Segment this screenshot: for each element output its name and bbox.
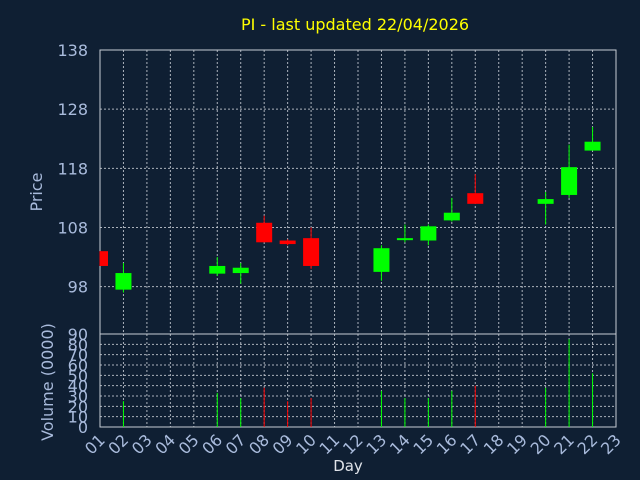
candle-body — [209, 265, 226, 274]
candle-body — [232, 267, 249, 274]
candles — [99, 126, 601, 293]
volume-grid — [100, 334, 616, 427]
volume-y-tick-label: 0 — [78, 418, 88, 437]
candle — [584, 126, 601, 151]
volume-y-tick-label: 40 — [68, 377, 88, 396]
candle-body — [396, 238, 413, 241]
volume-axis-label: Volume (0000) — [38, 323, 57, 441]
candle-body — [443, 212, 460, 221]
price-panel: 138 128 118 108 98 90 Price — [27, 41, 617, 344]
candle — [537, 192, 554, 225]
candle — [279, 239, 296, 246]
candle — [115, 263, 132, 293]
candle-body — [256, 222, 273, 243]
candle — [443, 197, 460, 222]
candle — [99, 251, 108, 266]
volume-y-tick-label: 60 — [68, 356, 88, 375]
candle-body — [420, 226, 437, 241]
candle — [467, 174, 484, 204]
price-y-tick-label: 98 — [68, 278, 88, 297]
price-grid — [100, 50, 616, 334]
candle-body — [584, 141, 601, 151]
candle-body — [100, 251, 108, 266]
candle-body — [373, 248, 390, 272]
candle — [232, 263, 249, 284]
volume-y-tick-label: 20 — [68, 397, 88, 416]
candle-body — [279, 240, 296, 245]
candle — [561, 144, 578, 198]
candle — [303, 227, 320, 269]
volume-y-tick-label: 80 — [68, 335, 88, 354]
candle-body — [303, 238, 320, 266]
x-tick-label: 23 — [597, 430, 625, 458]
candle — [256, 215, 273, 243]
volume-y-tick-label: 10 — [68, 408, 88, 427]
price-y-tick-label: 118 — [57, 159, 88, 178]
price-y-tick-label: 108 — [57, 219, 88, 238]
candle-body — [115, 273, 132, 290]
volume-y-tick-label: 30 — [68, 387, 88, 406]
price-y-tick-label: 128 — [57, 100, 88, 119]
candle — [420, 224, 437, 246]
price-y-tick-label: 90 — [68, 325, 88, 344]
price-axis-label: Price — [27, 172, 46, 211]
chart-title: PI - last updated 22/04/2026 — [241, 15, 469, 34]
candle — [396, 224, 413, 243]
price-y-ticks: 138 128 118 108 98 90 — [57, 41, 88, 344]
candle — [373, 245, 390, 281]
x-axis-label: Day — [333, 457, 363, 475]
x-tick-labels: 0102030405060708091011121314151617181920… — [81, 430, 625, 458]
volume-bars — [122, 339, 594, 427]
candle-body — [561, 167, 578, 195]
candle — [209, 257, 226, 277]
volume-frame — [99, 333, 617, 428]
candle-body — [467, 193, 484, 204]
volume-y-tick-label: 70 — [68, 346, 88, 365]
candle-body — [537, 199, 554, 204]
price-y-tick-label: 138 — [57, 41, 88, 60]
volume-y-tick-label: 50 — [68, 366, 88, 385]
